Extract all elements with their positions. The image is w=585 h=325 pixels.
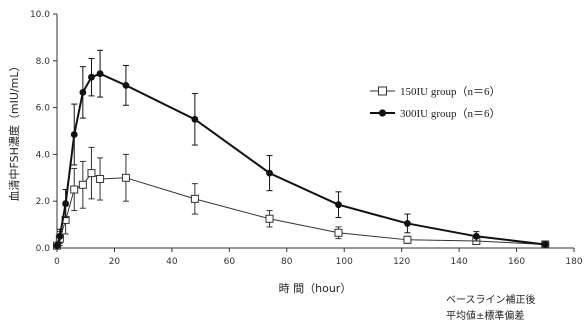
y-ticks: 0.0 2.0 4.0 6.0 8.0 10.0 [30, 10, 57, 254]
data-point [122, 81, 130, 89]
y-tick-label: 8.0 [36, 57, 51, 67]
legend-label-150iu: 150IU group（n＝6） [400, 85, 501, 98]
data-point [403, 235, 412, 244]
y-axis-title: 血清中FSH濃度（mIU/mL） [7, 61, 21, 202]
series-line [56, 72, 546, 246]
note-mean-sd: 平均値±標準偏差 [446, 309, 524, 322]
x-tick-label: 160 [508, 257, 525, 267]
data-point [78, 180, 87, 189]
data-point [404, 220, 411, 227]
legend-marker-300iu [378, 109, 387, 117]
data-point [70, 131, 78, 138]
y-tick-label: 2.0 [36, 197, 51, 207]
series-1 [53, 49, 549, 250]
data-point [190, 194, 199, 203]
legend-label-300iu: 300IU group（n＝6） [400, 107, 501, 120]
data-point [88, 73, 95, 81]
x-tick-label: 80 [281, 257, 293, 267]
y-tick-label: 4.0 [36, 150, 51, 160]
x-ticks: 0 20 40 60 80 100 120 140 160 180 [54, 248, 583, 267]
data-point [79, 88, 87, 96]
y-tick-label: 10.0 [30, 10, 50, 20]
legend-marker-150iu [378, 86, 387, 96]
data-point [334, 228, 343, 237]
data-point [541, 241, 549, 248]
x-tick-label: 0 [54, 257, 60, 267]
legend-item-150iu: 150IU group（n＝6） [370, 85, 501, 98]
series-line [56, 172, 546, 246]
axes [56, 14, 574, 249]
series-layer [53, 49, 550, 250]
legend: 150IU group（n＝6） 300IU group（n＝6） [370, 85, 501, 120]
note-baseline-corrected: ベースライン補正後 [446, 293, 536, 306]
data-point [53, 242, 61, 250]
data-point [121, 173, 130, 182]
data-point [56, 232, 64, 240]
data-point [266, 169, 273, 177]
data-point [87, 169, 96, 178]
data-point [62, 200, 70, 207]
data-point [191, 115, 199, 123]
legend-item-300iu: 300IU group（n＝6） [370, 107, 501, 120]
x-axis-title: 時 間（hour） [279, 282, 352, 295]
x-tick-label: 140 [451, 257, 468, 267]
data-point [96, 174, 105, 183]
x-tick-label: 60 [224, 257, 236, 267]
x-tick-label: 40 [166, 257, 178, 267]
x-tick-label: 20 [109, 257, 121, 267]
data-point [70, 185, 79, 194]
y-tick-label: 0.0 [36, 244, 51, 254]
x-tick-label: 180 [565, 257, 582, 267]
x-tick-label: 100 [336, 257, 353, 267]
data-point [472, 232, 480, 240]
x-tick-label: 120 [393, 257, 410, 267]
y-tick-label: 6.0 [36, 104, 51, 114]
data-point [96, 70, 104, 78]
data-point [335, 201, 342, 209]
data-point [265, 214, 274, 223]
